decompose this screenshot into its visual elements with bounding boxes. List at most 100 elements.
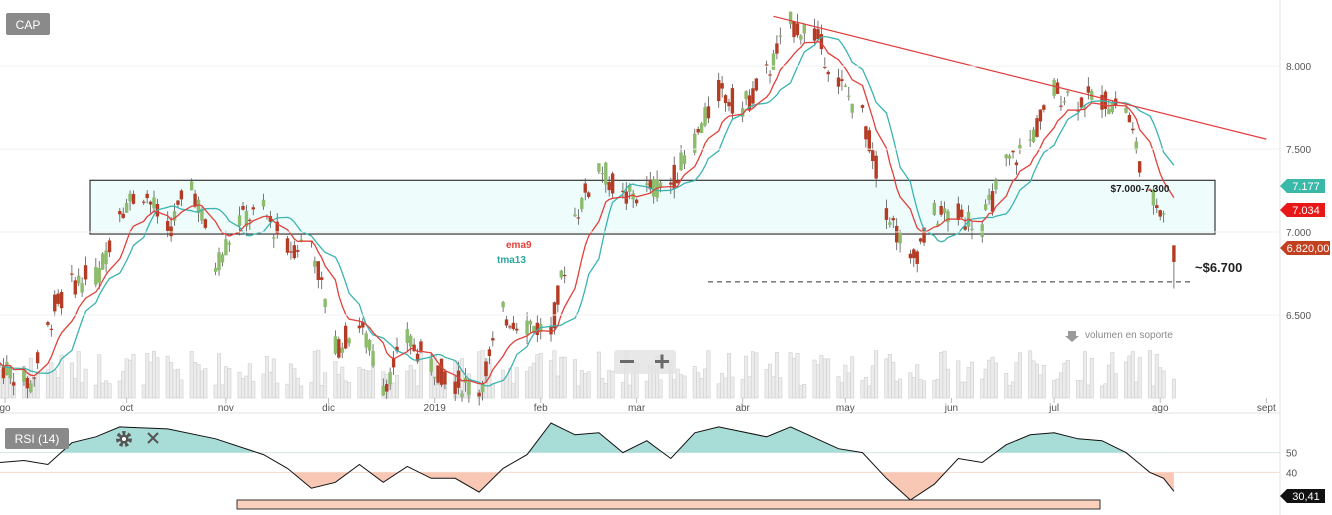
candle-down bbox=[747, 95, 752, 111]
candle-up bbox=[172, 211, 177, 221]
volume-bar bbox=[798, 385, 803, 399]
volume-bar bbox=[292, 368, 297, 399]
volume-bar bbox=[555, 375, 560, 399]
volume-bar bbox=[100, 382, 105, 399]
volume-bar bbox=[49, 362, 54, 399]
support-label: ~$6.700 bbox=[1195, 260, 1242, 275]
rsi-badge-text: 30,41 bbox=[1292, 491, 1320, 503]
volume-bar bbox=[240, 378, 245, 399]
candle-down bbox=[723, 95, 728, 104]
candle-up bbox=[94, 266, 98, 285]
time-tick-label: ago bbox=[1152, 403, 1169, 414]
candle-up bbox=[371, 350, 375, 366]
volume-bar bbox=[552, 350, 557, 399]
volume-bar bbox=[1076, 380, 1081, 399]
candle-up bbox=[600, 172, 605, 175]
symbol-label-text: CAP bbox=[16, 18, 41, 32]
candle-up bbox=[679, 152, 683, 170]
candle-up bbox=[788, 11, 793, 25]
candle-down bbox=[419, 341, 423, 351]
candle-down bbox=[515, 328, 519, 331]
volume-bar bbox=[52, 369, 57, 399]
volume-bar bbox=[778, 377, 783, 399]
candle-up bbox=[682, 155, 687, 165]
time-tick-label: oct bbox=[120, 403, 134, 414]
volume-bar bbox=[863, 376, 868, 399]
time-tick-label: 2019 bbox=[424, 403, 447, 414]
volume-bar bbox=[1134, 381, 1139, 399]
plus-icon-v bbox=[660, 354, 664, 369]
volume-bar bbox=[959, 381, 964, 399]
candle-up bbox=[645, 183, 649, 186]
candle-up bbox=[932, 202, 937, 215]
candle-up bbox=[128, 193, 132, 202]
volume-bar bbox=[696, 372, 701, 399]
volume-bar bbox=[1100, 385, 1105, 399]
volume-bar bbox=[1011, 381, 1016, 399]
volume-bar bbox=[83, 368, 88, 399]
candle-up bbox=[1004, 154, 1008, 159]
candle-down bbox=[535, 322, 540, 335]
settings-icon[interactable] bbox=[116, 431, 132, 447]
volume-bar bbox=[860, 380, 865, 399]
volume-bar bbox=[956, 360, 961, 399]
candle-down bbox=[203, 219, 208, 228]
candle-down bbox=[768, 74, 772, 76]
volume-bar bbox=[504, 376, 509, 399]
candle-down bbox=[727, 102, 731, 107]
candle-down bbox=[1155, 205, 1159, 209]
axis-labels-group: 8.000 7.500 7.000 6.500 go oct nov dic 2019 feb ma… bbox=[0, 62, 1311, 414]
candle-up bbox=[1134, 141, 1138, 151]
down-arrow-icon bbox=[1065, 331, 1079, 342]
price-tick-label: 7.000 bbox=[1286, 228, 1311, 239]
candle-down bbox=[46, 322, 50, 325]
volume-bar bbox=[172, 369, 177, 399]
time-tick-label: dic bbox=[322, 403, 335, 414]
last-price-badge-bg bbox=[1280, 241, 1330, 255]
ema-label: ema9 bbox=[506, 240, 532, 251]
rsi-line bbox=[0, 422, 1175, 501]
candle-up bbox=[631, 193, 635, 200]
ema9-badge: 7.034 bbox=[1280, 203, 1325, 217]
candle-down bbox=[990, 191, 995, 212]
volume-bar bbox=[1031, 360, 1036, 399]
volume-bar bbox=[514, 367, 519, 399]
candle-up bbox=[104, 250, 108, 265]
volume-bar bbox=[169, 362, 174, 399]
candle-down bbox=[1059, 105, 1063, 107]
close-icon[interactable] bbox=[147, 432, 159, 444]
zoom-in-button[interactable] bbox=[648, 352, 674, 372]
candle-down bbox=[275, 221, 279, 235]
candle-up bbox=[936, 223, 940, 226]
volume-bar bbox=[179, 379, 184, 399]
rsi-group: 50 40 bbox=[0, 422, 1298, 510]
candle-up bbox=[1124, 107, 1128, 113]
volume-bar bbox=[73, 377, 78, 399]
moving-averages-group bbox=[0, 35, 1175, 387]
volume-bar bbox=[1161, 370, 1166, 399]
volume-bar bbox=[730, 376, 735, 399]
volume-bar bbox=[247, 363, 252, 399]
gear-icon-teeth bbox=[116, 431, 132, 447]
candle-up bbox=[429, 358, 433, 372]
volume-bar bbox=[1082, 351, 1087, 399]
candle-up bbox=[1028, 139, 1032, 141]
candle-down bbox=[556, 285, 560, 305]
candle-down bbox=[491, 338, 495, 341]
volume-bar bbox=[774, 352, 779, 399]
zoom-out-button[interactable] bbox=[616, 352, 642, 372]
candle-up bbox=[1052, 79, 1056, 96]
volume-bar bbox=[141, 384, 146, 399]
volume-bar bbox=[610, 370, 615, 399]
candle-up bbox=[983, 204, 988, 210]
volume-bar bbox=[1127, 355, 1132, 399]
volume-bar bbox=[966, 367, 971, 399]
candle-down bbox=[25, 377, 30, 389]
rsi-label: RSI (14) bbox=[5, 428, 69, 449]
volume-bar bbox=[819, 355, 824, 399]
time-tick-label: sept bbox=[1257, 403, 1276, 414]
volume-bar bbox=[104, 380, 109, 399]
volume-bar bbox=[559, 356, 564, 399]
candle-down bbox=[145, 193, 149, 199]
volume-bar bbox=[196, 364, 201, 399]
